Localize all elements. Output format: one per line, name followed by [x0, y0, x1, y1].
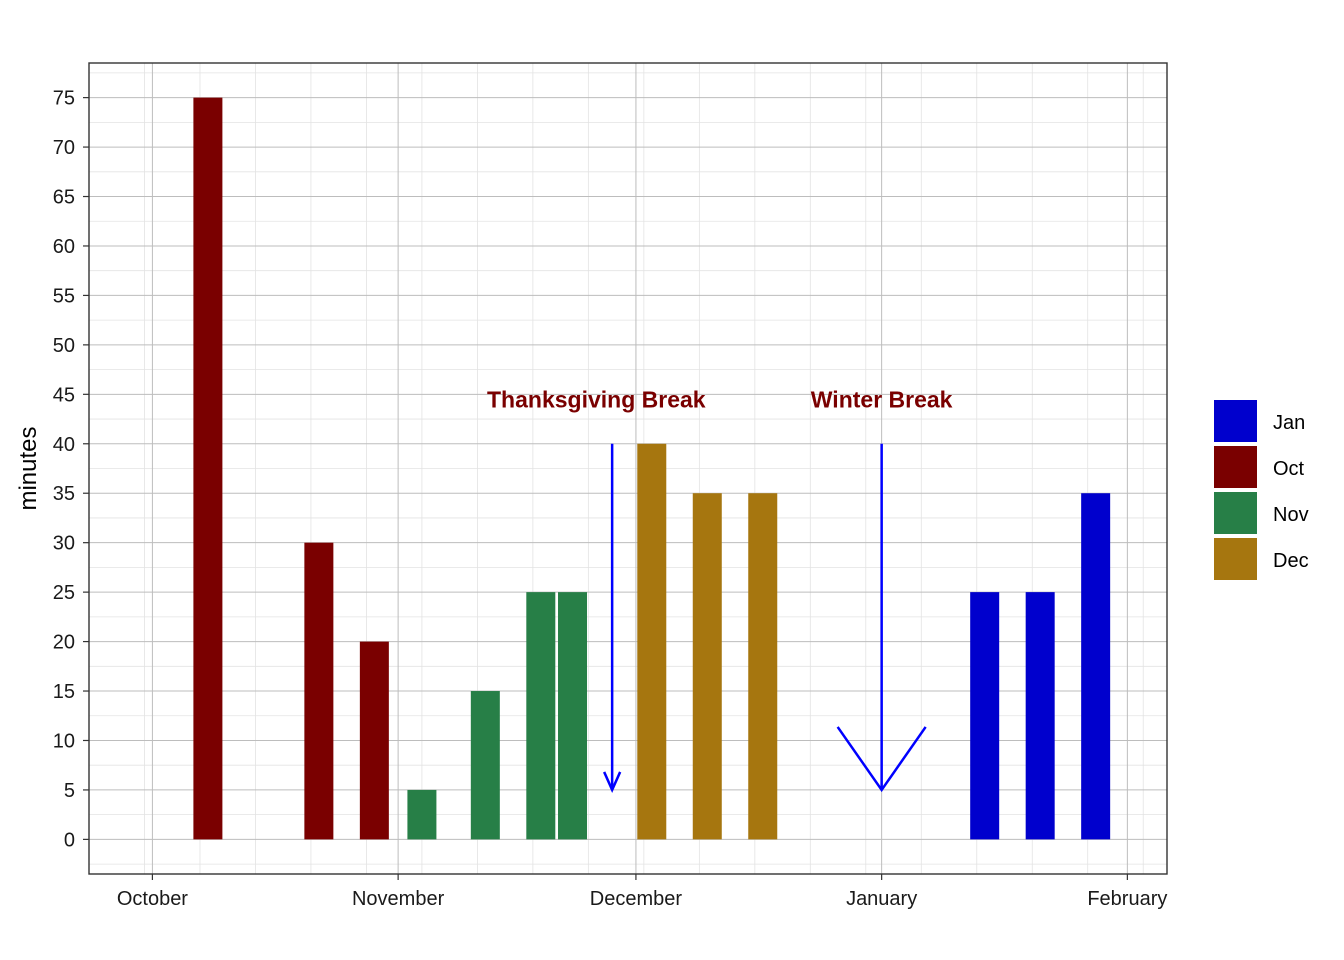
bar-jan	[1025, 592, 1055, 840]
legend-swatch-oct	[1214, 446, 1257, 488]
bar-nov	[407, 789, 437, 840]
bar-oct	[304, 542, 334, 840]
y-tick-label: 35	[53, 483, 75, 505]
bar-oct	[359, 641, 389, 840]
y-tick-label: 40	[53, 434, 75, 456]
x-tick-label: February	[1087, 888, 1167, 910]
legend: Jan Oct Nov Dec	[1214, 400, 1309, 580]
legend-label-jan: Jan	[1273, 412, 1305, 434]
y-tick-label: 15	[53, 681, 75, 703]
y-tick-label: 20	[53, 632, 75, 654]
x-tick-label: October	[117, 888, 188, 910]
y-axis: 0 5 10 15 20 25 30 35 40 45 50 55 60 65 70 75	[53, 88, 89, 851]
y-tick-label: 65	[53, 187, 75, 209]
y-tick-label: 10	[53, 730, 75, 752]
bars	[193, 97, 1111, 840]
panel-border	[88, 62, 1168, 875]
annotation-arrows	[603, 443, 927, 794]
bar-jan	[970, 592, 1000, 840]
legend-swatch-nov	[1214, 492, 1257, 534]
y-tick-label: 5	[64, 780, 75, 802]
bar-oct	[193, 97, 223, 840]
annotation-arrow-head	[603, 771, 622, 794]
annotations: Thanksgiving Break Winter Break	[487, 386, 953, 412]
y-tick-label: 60	[53, 236, 75, 258]
y-tick-label: 25	[53, 582, 75, 604]
bar-dec	[637, 443, 667, 840]
bar-nov	[558, 592, 588, 840]
y-tick-label: 55	[53, 285, 75, 307]
legend-swatch-jan	[1214, 400, 1257, 442]
x-tick-label: November	[352, 888, 445, 910]
annotation-label: Thanksgiving Break	[487, 386, 706, 412]
legend-swatch-dec	[1214, 538, 1257, 580]
legend-label-oct: Oct	[1273, 458, 1305, 480]
y-tick-label: 0	[64, 829, 75, 851]
y-tick-label: 50	[53, 335, 75, 357]
bar-nov	[526, 592, 556, 840]
x-axis: October November December January February	[117, 874, 1167, 910]
bar-jan	[1081, 493, 1111, 840]
bar-nov	[470, 691, 500, 840]
y-tick-label: 45	[53, 384, 75, 406]
annotation-label: Winter Break	[811, 386, 953, 412]
y-tick-label: 70	[53, 137, 75, 159]
x-tick-label: January	[846, 888, 917, 910]
minor-gridlines	[88, 63, 1167, 874]
y-tick-label: 75	[53, 88, 75, 110]
legend-label-dec: Dec	[1273, 550, 1309, 572]
annotation-arrow-head	[836, 726, 927, 793]
legend-label-nov: Nov	[1273, 504, 1309, 526]
bar-dec	[748, 493, 778, 840]
bar-dec	[692, 493, 722, 840]
y-tick-label: 30	[53, 533, 75, 555]
y-axis-title: minutes	[15, 426, 42, 510]
x-tick-label: December	[590, 888, 683, 910]
